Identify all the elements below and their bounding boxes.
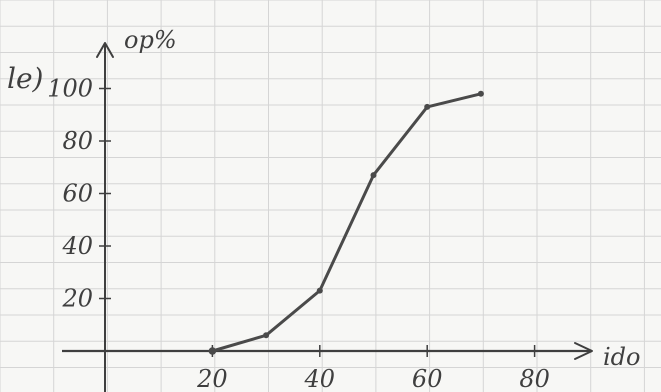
y-tick-label: 100: [47, 75, 93, 103]
x-axis-arrow-icon: [574, 342, 593, 360]
x-tick-label: 80: [519, 365, 550, 392]
data-point: [424, 103, 431, 110]
data-point: [263, 332, 270, 339]
axes-layer: [62, 42, 593, 392]
y-tick-label: 60: [62, 180, 93, 208]
tick-layer: 20 40 60 80 100 20 40 60 80: [47, 75, 550, 392]
x-axis-label: ido: [603, 343, 641, 371]
y-tick-label: 20: [61, 285, 93, 313]
x-tick-label: 60: [412, 365, 443, 392]
data-point: [477, 90, 484, 97]
y-tick-label: 80: [62, 127, 93, 155]
x-tick-label: 40: [304, 365, 336, 392]
series-layer: [208, 90, 484, 355]
y-tick-label: 40: [61, 232, 93, 260]
data-point: [316, 287, 323, 294]
data-point: [370, 172, 377, 179]
panel-label: le): [7, 62, 43, 95]
data-point: [208, 347, 217, 355]
y-axis-label: op%: [124, 26, 177, 54]
x-tick-label: 20: [196, 365, 228, 392]
y-axis-arrow-icon: [96, 42, 114, 58]
series-line: [210, 92, 483, 353]
